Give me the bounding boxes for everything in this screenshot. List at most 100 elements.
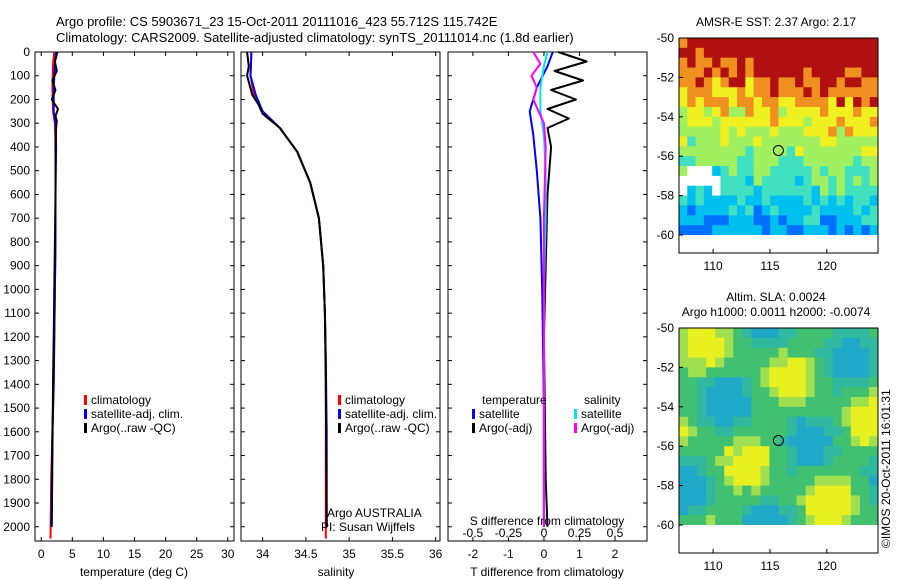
sst-map-cell <box>836 205 846 216</box>
sla-map-cell <box>859 396 870 408</box>
sla-map-cell <box>778 347 789 359</box>
sla-map-cell <box>733 328 743 339</box>
sla-map-cell <box>859 328 870 339</box>
sst-map-cell <box>761 77 771 88</box>
sla-map-cell <box>823 495 834 506</box>
sla-map-cell <box>751 416 761 427</box>
sla-map-cell <box>733 416 743 427</box>
sst-map-cell <box>770 175 779 187</box>
sst-map-cell <box>687 57 697 69</box>
sst-map-cell <box>811 47 821 59</box>
sla-map-cell <box>868 515 879 526</box>
sst-map-cell <box>844 126 854 137</box>
sst-map-cell <box>695 116 705 128</box>
sla-map-cell <box>715 505 725 516</box>
sst-map-cell <box>720 67 730 78</box>
sst-map-cell <box>712 38 721 49</box>
sla-map-cell <box>724 357 734 368</box>
sla-map-cell <box>715 515 725 526</box>
temperature-legend: climatology satellite-adj. clim. Argo(..… <box>84 393 183 435</box>
sst-map-cell <box>703 87 713 98</box>
map-x-tick-label: 110 <box>704 559 723 573</box>
sst-map-cell <box>679 195 688 206</box>
sst-map-cell <box>687 166 697 177</box>
difference-lines <box>528 51 588 527</box>
sla-map-cell <box>751 387 761 398</box>
sla-map-cell <box>805 495 816 506</box>
sst-map-cell <box>703 67 713 78</box>
sst-map-cell <box>844 195 854 206</box>
sst-map-cell <box>720 156 730 167</box>
sst-map-cell <box>728 77 738 88</box>
y-tick-label: 300 <box>10 116 30 130</box>
sla-map-cell <box>787 337 798 349</box>
sst-map-cell <box>712 106 721 118</box>
sla-map-cell <box>724 505 734 516</box>
y-tick-label: 1100 <box>4 306 30 320</box>
sst-map-cell <box>836 47 846 59</box>
sst-map-cell <box>869 87 879 98</box>
sst-map-cell <box>753 185 763 197</box>
sla-map-cell <box>814 485 825 496</box>
sst-map-cell <box>786 185 796 197</box>
sla-map-cell <box>679 446 689 457</box>
sst-map-cell <box>803 225 813 236</box>
sst-map-cell <box>869 215 879 226</box>
sla-map-cell <box>859 406 870 418</box>
sla-map-cell <box>715 495 725 506</box>
sla-map-cell <box>688 396 698 408</box>
sst-map-cell <box>770 106 779 118</box>
sla-map-cell <box>769 456 779 467</box>
sst-map-cell <box>828 38 838 49</box>
legend-swatch-climatology <box>338 395 341 405</box>
sst-map-cell <box>728 97 738 108</box>
y-tick-label: 500 <box>10 164 30 178</box>
sst-map-cell <box>828 77 838 88</box>
sla-map-cell <box>778 475 789 487</box>
sla-map-cell <box>697 436 707 447</box>
sla-map-cell <box>742 396 752 408</box>
sla-map-cell <box>733 426 743 437</box>
sst-map-cell <box>803 205 813 216</box>
sst-map-cell <box>703 77 713 88</box>
sst-map-cell <box>803 156 813 167</box>
sst-map-cell <box>737 47 746 59</box>
sla-map-cell <box>760 357 770 368</box>
sst-map-cell <box>853 195 862 206</box>
sst-map-cell <box>853 185 862 197</box>
sst-map-cell <box>679 87 688 98</box>
sst-map-cell <box>778 195 788 206</box>
sla-map-cell <box>814 416 825 427</box>
sla-map-cell <box>787 505 798 516</box>
sst-map-cell <box>869 38 879 49</box>
sla-map-panel: Altim. SLA: 0.0024 Argo h1000: 0.0011 h2… <box>657 290 879 573</box>
sla-map-cell <box>697 367 707 378</box>
sla-map-cell <box>787 347 798 359</box>
sst-map-cell <box>687 47 697 59</box>
sst-map-cell <box>720 77 730 88</box>
sla-map-cell <box>841 387 852 398</box>
sst-map-cell <box>811 106 821 118</box>
sst-map-cell <box>687 77 697 88</box>
sst-map-cell <box>770 87 779 98</box>
sst-map-cell <box>844 136 854 147</box>
sst-map-cell <box>786 47 796 59</box>
sst-map-cell <box>836 146 846 157</box>
x-tick-label: 35.5 <box>381 547 405 561</box>
sla-map-cell <box>787 426 798 437</box>
sla-map-cell <box>724 426 734 437</box>
sst-map-cell <box>720 47 730 59</box>
salinity-legend: climatology satellite-adj. clim. Argo(..… <box>338 393 437 435</box>
sst-map-cell <box>703 195 713 206</box>
sla-map-cell <box>724 337 734 349</box>
sst-map-cell <box>728 205 738 216</box>
sla-map-cell <box>796 505 807 516</box>
sst-map-cell <box>786 146 796 157</box>
sst-map-cell <box>853 67 862 78</box>
sla-map-cell <box>850 377 861 388</box>
sst-map-cell <box>844 47 854 59</box>
sst-map-cell <box>695 175 705 187</box>
sst-map-cell <box>803 87 813 98</box>
sst-map-cell <box>703 47 713 59</box>
